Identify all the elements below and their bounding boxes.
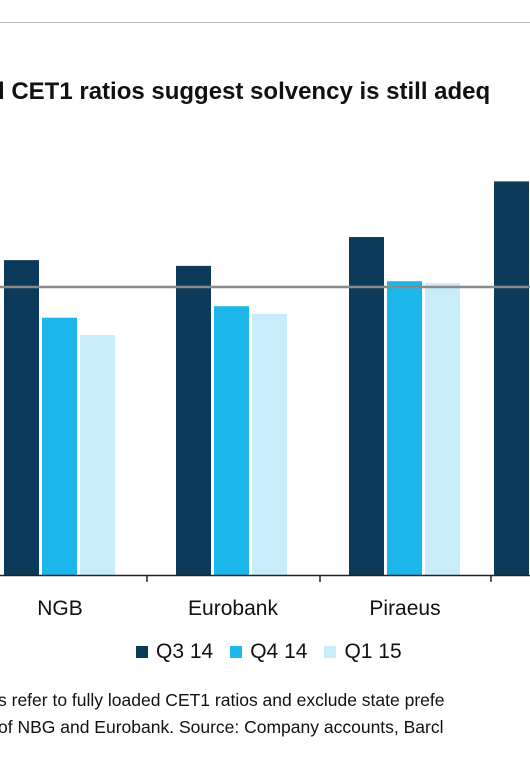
bar-q1-15-ngb: [80, 335, 115, 575]
bar-q3-14-eurobank: [176, 265, 211, 575]
category-label-piraeus: Piraeus: [369, 597, 440, 620]
bar-q4-14-piraeus: [387, 281, 422, 575]
bar-q4-14-eurobank: [214, 306, 249, 575]
legend-swatch: [136, 646, 148, 658]
bar-q4-14-ngb: [42, 317, 77, 575]
legend-label: Q1 15: [344, 640, 402, 663]
top-divider: [0, 22, 530, 23]
chart-title: l CET1 ratios suggest solvency is still …: [0, 78, 491, 105]
legend-label: Q3 14: [156, 640, 214, 663]
bar-q1-15-piraeus: [425, 283, 460, 575]
legend-label: Q4 14: [250, 640, 308, 663]
legend-item: Q4 14: [230, 640, 307, 664]
x-axis-labels: NGB Eurobank Piraeus: [37, 597, 440, 620]
legend-item: Q1 15: [324, 640, 402, 664]
category-label-eurobank: Eurobank: [188, 597, 278, 620]
legend-swatch: [324, 646, 337, 658]
x-axis-ticks: [146, 575, 492, 582]
legend: Q3 14 Q4 14 Q1 15: [136, 640, 419, 664]
bar-q3-14-ngb: [4, 260, 39, 575]
category-label-ngb: NGB: [37, 597, 83, 620]
bar-q3-14-piraeus: [349, 237, 384, 575]
footnote-line-2: of NBG and Eurobank. Source: Company acc…: [0, 717, 444, 737]
bar-q3-14-cat3: [494, 181, 529, 575]
legend-item: Q3 14: [136, 640, 213, 664]
footnote-line-1: s refer to fully loaded CET1 ratios and …: [0, 690, 445, 710]
legend-swatch: [230, 646, 243, 658]
bars-group: [4, 181, 529, 575]
bar-q1-15-eurobank: [252, 313, 287, 575]
